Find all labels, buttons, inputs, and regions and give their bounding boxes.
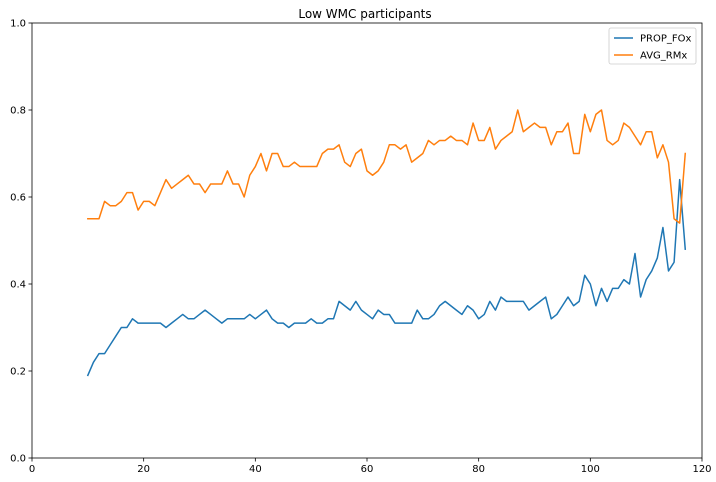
y-tick-label: 0.8 [10,106,26,117]
y-tick-label: 0.0 [10,454,26,465]
legend: PROP_FOx AVG_RMx [608,27,697,65]
axes-layer: 0 20 40 60 80 100 120 0.0 0.2 0.4 0.6 0.8 1.0 [10,19,711,476]
chart-title: Low WMC participants [298,7,431,21]
x-tick-label: 60 [361,464,374,475]
y-tick-label: 0.6 [10,193,26,204]
x-tick-label: 100 [581,464,600,475]
legend-label-prop-fox: PROP_FOx [640,34,692,45]
x-tick-label: 120 [692,464,711,475]
y-tick-label: 0.4 [10,280,26,291]
series-line-prop-fox [86,178,687,377]
series-line-avg-rmx [87,109,687,224]
x-tick-label: 40 [249,464,262,475]
x-tick-label: 0 [29,464,35,475]
series-layer [86,109,687,377]
x-tick-label: 80 [472,464,485,475]
x-tick-label: 20 [137,464,150,475]
plot-frame [31,22,703,459]
y-tick-label: 1.0 [10,19,26,30]
y-tick-label: 0.2 [10,367,26,378]
legend-label-avg-rmx: AVG_RMx [640,51,687,62]
